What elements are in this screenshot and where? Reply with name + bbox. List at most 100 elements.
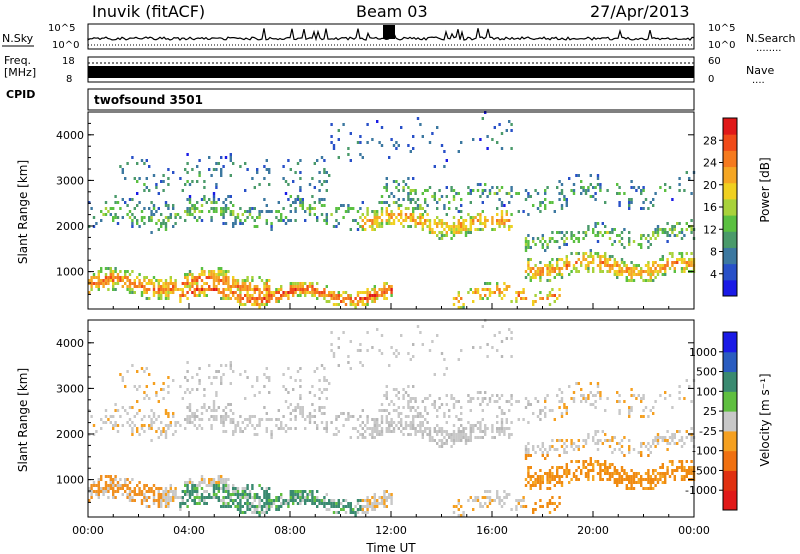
power-cell [172,285,175,288]
velocity-cell [212,406,216,409]
x-tick-label-5: 20:00 [577,524,609,537]
velocity-cell [575,382,578,385]
power-cell [632,240,636,243]
power-cell [198,174,201,177]
power-cell [560,183,564,186]
velocity-cell [148,397,151,400]
power-cell [203,282,206,285]
velocity-cell [623,472,626,475]
velocity-cell [102,490,105,493]
velocity-cell [179,502,182,505]
power-cell [184,183,187,186]
velocity-cell [186,490,189,493]
velocity-cell [311,385,314,388]
velocity-cell [361,505,364,508]
velocity-cell [546,451,549,454]
velocity-cell [683,475,686,478]
velocity-cell [260,505,264,508]
velocity-cell [421,430,424,433]
velocity-cell [280,421,283,424]
velocity-cell [373,436,376,439]
power-cell [496,285,499,288]
power-cell [404,213,408,216]
velocity-cell [342,508,345,511]
power-cell [174,216,177,219]
power-cell [224,210,228,213]
power-cell [318,189,321,192]
velocity-cell [133,415,136,418]
power-cell [193,210,196,213]
velocity-cell [680,463,684,466]
velocity-cell [683,397,686,400]
power-cell [292,180,295,183]
power-cell [373,294,376,297]
power-cell [167,294,170,297]
velocity-cell [488,502,492,505]
velocity-cell [613,466,616,469]
power-cell [479,219,482,222]
power-cell [251,207,254,210]
velocity-cell [455,439,458,442]
power-cell [198,216,201,219]
velocity-cell [364,424,367,427]
velocity-cell [253,511,256,514]
power-cell [594,186,597,189]
velocity-cell [551,466,554,469]
power-cell [476,291,480,294]
velocity-cell [676,442,679,445]
power-cell [236,213,240,216]
power-cell [157,207,160,210]
power-cell [493,228,496,231]
power-cell [572,183,576,186]
power-cell [203,195,206,198]
velocity-cell [450,433,453,436]
velocity-cell [644,406,648,409]
velocity-cell [476,397,480,400]
power-cell [385,183,388,186]
velocity-cell [666,472,669,475]
velocity-cell [251,511,254,514]
power-cell [419,204,422,207]
velocity-cell [152,499,156,502]
velocity-cell [479,502,482,505]
power-cell [462,303,465,306]
power-colorbar-label-1: 24 [703,157,717,170]
power-cell [263,282,266,285]
velocity-cell [426,397,429,400]
velocity-cell [376,424,379,427]
velocity-cell [560,400,564,403]
power-cell [181,294,184,297]
velocity-cell [620,445,624,448]
power-cell [128,288,132,291]
power-cell [145,186,148,189]
velocity-cell [253,415,256,418]
power-cell [433,165,436,168]
power-cell [647,261,650,264]
power-cell [424,222,427,225]
power-cell [224,282,228,285]
power-cell [169,279,172,282]
velocity-cell [318,409,321,412]
power-cell [572,192,576,195]
power-cell [397,219,400,222]
power-cell [647,234,650,237]
velocity-cell [563,448,566,451]
power-cell [659,228,662,231]
power-cell [244,285,247,288]
velocity-cell [215,370,218,373]
velocity-cell [133,490,136,493]
power-cell [248,213,252,216]
velocity-cell [640,400,643,403]
velocity-cell [128,424,132,427]
power-cell [301,288,304,291]
power-cell [342,123,345,126]
power-cell [215,273,218,276]
velocity-cell [440,433,444,436]
power-cell [452,231,456,234]
power-cell [265,204,268,207]
velocity-cell [510,397,513,400]
power-cell [424,198,427,201]
velocity-colorbar-label-7: -1000 [685,484,717,497]
velocity-cell [524,448,528,451]
velocity-cell [606,397,609,400]
